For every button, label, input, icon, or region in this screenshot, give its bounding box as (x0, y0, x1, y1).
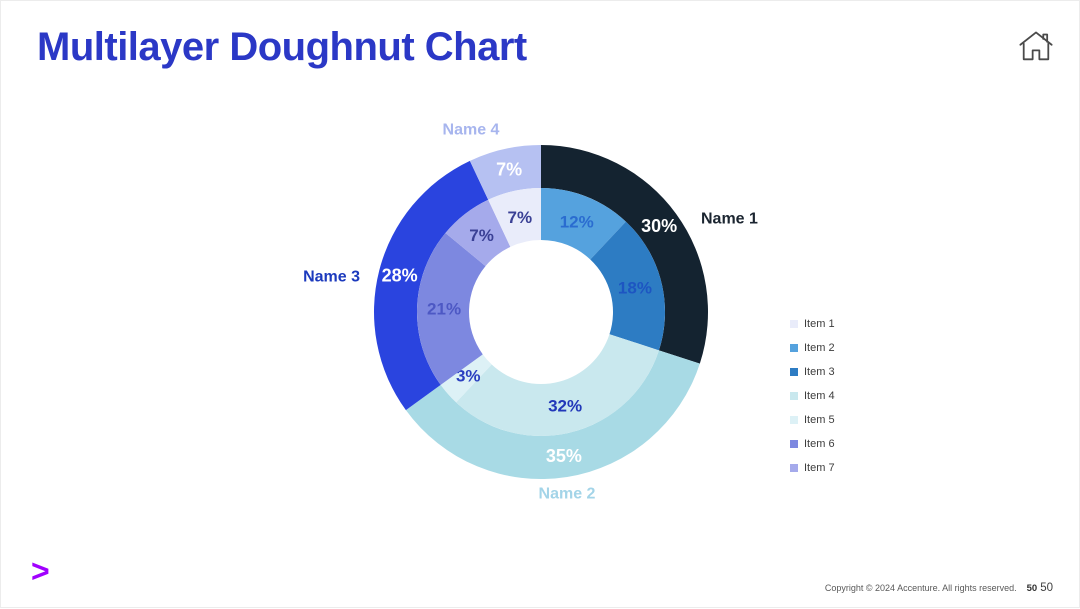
home-icon[interactable] (1017, 29, 1055, 65)
legend-swatch-icon (790, 392, 798, 400)
category-label-name-4: Name 4 (443, 122, 500, 139)
category-label-name-3: Name 3 (303, 269, 360, 286)
legend-label: Item 1 (804, 317, 835, 330)
page-number-small: 50 (1026, 583, 1038, 594)
page-number: 50 (1040, 582, 1053, 594)
inner-segment-item-1 (488, 188, 541, 247)
legend-label: Item 7 (804, 461, 835, 474)
inner-segment-item-4 (456, 334, 659, 436)
inner-percent-label: 32% (548, 396, 582, 415)
accenture-logo-icon: > (31, 553, 50, 589)
category-label-name-2: Name 2 (539, 486, 596, 503)
legend-item: Item 7 (790, 456, 835, 480)
inner-segment-item-5 (440, 354, 492, 403)
legend-swatch-icon (790, 416, 798, 424)
outer-percent-label: 28% (382, 266, 418, 286)
legend-swatch-icon (790, 320, 798, 328)
outer-segment-name-2 (405, 350, 700, 480)
legend-label: Item 2 (804, 341, 835, 354)
inner-percent-label: 21% (427, 299, 461, 318)
inner-percent-label: 7% (508, 208, 533, 227)
copyright-text: Copyright © 2024 Accenture. All rights r… (824, 583, 1017, 593)
outer-segment-name-4 (469, 145, 541, 200)
legend-swatch-icon (790, 440, 798, 448)
chart-legend: Item 1 Item 2 Item 3 Item 4 Item 5 Item 6 Item… (790, 312, 835, 480)
inner-segment-item-6 (416, 232, 486, 385)
inner-segment-item-2 (541, 188, 626, 260)
legend-label: Item 6 (804, 437, 835, 450)
inner-segment-item-3 (590, 221, 665, 351)
inner-segment-item-7 (445, 199, 511, 267)
legend-swatch-icon (790, 368, 798, 376)
legend-item: Item 6 (790, 432, 835, 456)
legend-swatch-icon (790, 464, 798, 472)
inner-percent-label: 12% (560, 212, 594, 231)
inner-percent-label: 7% (469, 226, 494, 245)
inner-percent-label: 3% (456, 367, 481, 386)
legend-item: Item 4 (790, 384, 835, 408)
legend-item: Item 1 (790, 312, 835, 336)
legend-label: Item 5 (804, 413, 835, 426)
legend-label: Item 4 (804, 389, 835, 402)
inner-percent-label: 18% (618, 278, 652, 297)
legend-item: Item 2 (790, 336, 835, 360)
legend-item: Item 5 (790, 408, 835, 432)
legend-label: Item 3 (804, 365, 835, 378)
outer-segment-name-3 (373, 160, 489, 411)
category-label-name-1: Name 1 (701, 211, 758, 228)
footer: Copyright © 2024 Accenture. All rights r… (825, 582, 1053, 594)
outer-percent-label: 35% (546, 446, 582, 466)
outer-percent-label: 30% (641, 216, 677, 236)
legend-swatch-icon (790, 344, 798, 352)
outer-percent-label: 7% (496, 160, 522, 180)
page-title: Multilayer Doughnut Chart (37, 25, 527, 69)
outer-segment-name-1 (541, 145, 709, 364)
legend-item: Item 3 (790, 360, 835, 384)
